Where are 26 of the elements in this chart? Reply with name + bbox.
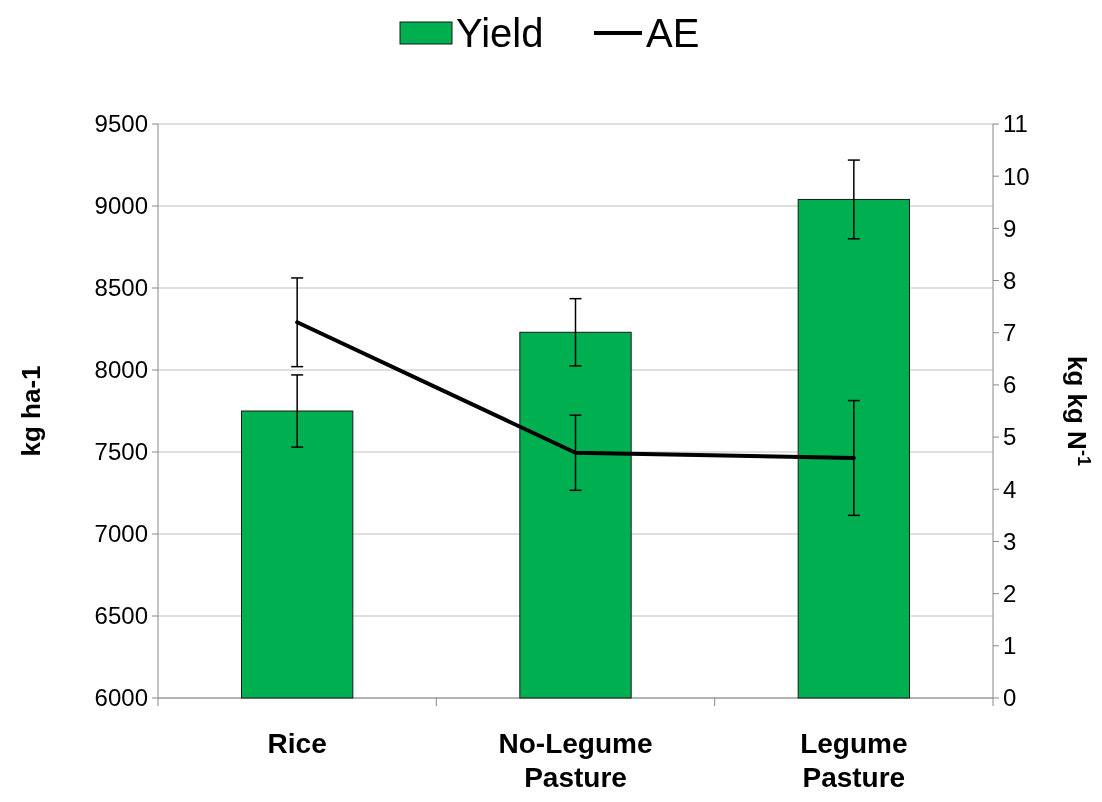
y2-tick-label: 4 [1003, 475, 1017, 503]
x-tick-label: Rice [267, 728, 327, 759]
y-tick-label: 7000 [94, 520, 148, 548]
y2-tick-label: 10 [1003, 162, 1030, 190]
y2-tick-label: 5 [1003, 423, 1017, 451]
y-tick-label: 8000 [94, 356, 148, 384]
x-tick-label: Legume Pasture [800, 728, 908, 793]
y-tick-label: 8500 [94, 274, 148, 302]
y2-tick-label: 0 [1003, 684, 1017, 712]
legend-label: Yield [456, 11, 544, 55]
y2-tick-label: 2 [1003, 580, 1017, 608]
y-tick-label: 6000 [94, 684, 148, 712]
y2-tick-label: 6 [1003, 371, 1017, 399]
y2-tick-label: 1 [1003, 632, 1017, 660]
x-tick-label: No-Legume Pasture [498, 728, 653, 793]
y-tick-label: 9500 [94, 110, 148, 138]
y-tick-label: 9000 [94, 192, 148, 220]
y2-tick-label: 3 [1003, 527, 1017, 555]
y2-tick-label: 8 [1003, 266, 1017, 294]
legend-label: AE [646, 11, 700, 55]
y-axis-title: kg ha-1 [16, 365, 46, 457]
y-tick-label: 6500 [94, 602, 148, 630]
y2-tick-label: 11 [1003, 110, 1028, 138]
y2-tick-label: 7 [1003, 319, 1017, 347]
y-tick-label: 7500 [94, 438, 148, 466]
y2-tick-label: 9 [1003, 214, 1017, 242]
